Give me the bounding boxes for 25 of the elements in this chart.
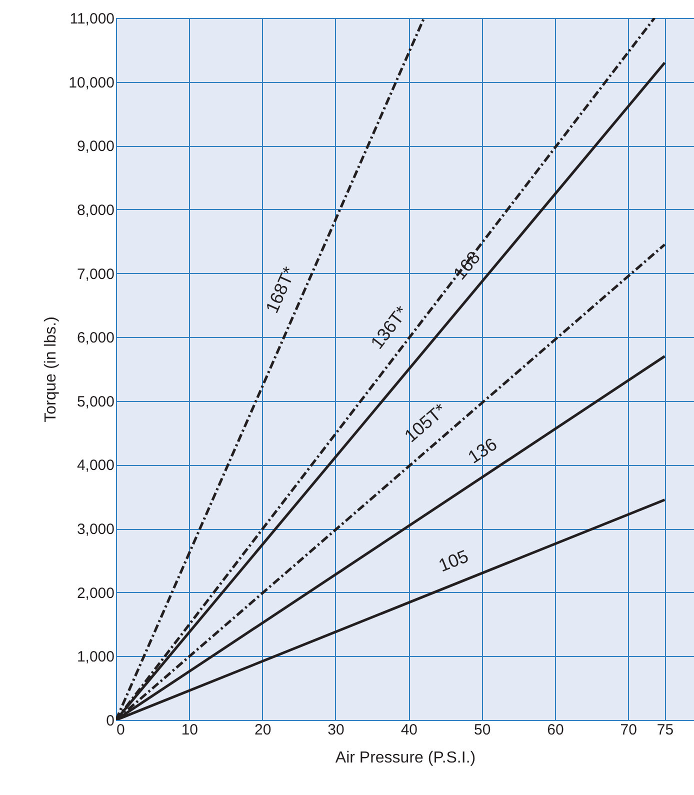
x-tick-label: 70 (620, 722, 637, 738)
y-tick-label: 4,000 (76, 457, 114, 474)
text: 136 (464, 434, 501, 468)
y-tick-label: 6,000 (76, 330, 114, 347)
y-tick-label: 2,000 (76, 584, 114, 602)
x-tick-label: 10 (181, 722, 198, 738)
text: 168T* (262, 264, 300, 316)
x-tick-label: 50 (474, 722, 491, 738)
x-axis-title: Air Pressure (P.S.I.) (335, 750, 476, 766)
y-tick-label: 3,000 (76, 521, 114, 538)
x-tick-label: 75 (656, 722, 674, 738)
y-tick-label: 7,000 (76, 266, 114, 283)
y-tick-label: 9,000 (76, 138, 114, 156)
y-tick-label: 5,000 (76, 393, 114, 410)
text: 105 (436, 546, 472, 576)
y-tick-label: 1,000 (76, 648, 114, 666)
x-tick-label: 30 (328, 722, 344, 738)
x-tick-label: 60 (547, 722, 564, 738)
y-tick-label: 8,000 (76, 202, 114, 219)
x-tick-label: 0 (116, 722, 125, 738)
y-tick-label: 10,000 (68, 74, 114, 92)
y-axis-title: Torque (in lbs.) (42, 316, 60, 422)
x-tick-label: 20 (254, 722, 272, 738)
y-tick-label: 11,000 (70, 10, 114, 28)
x-tick-label: 40 (400, 722, 418, 738)
